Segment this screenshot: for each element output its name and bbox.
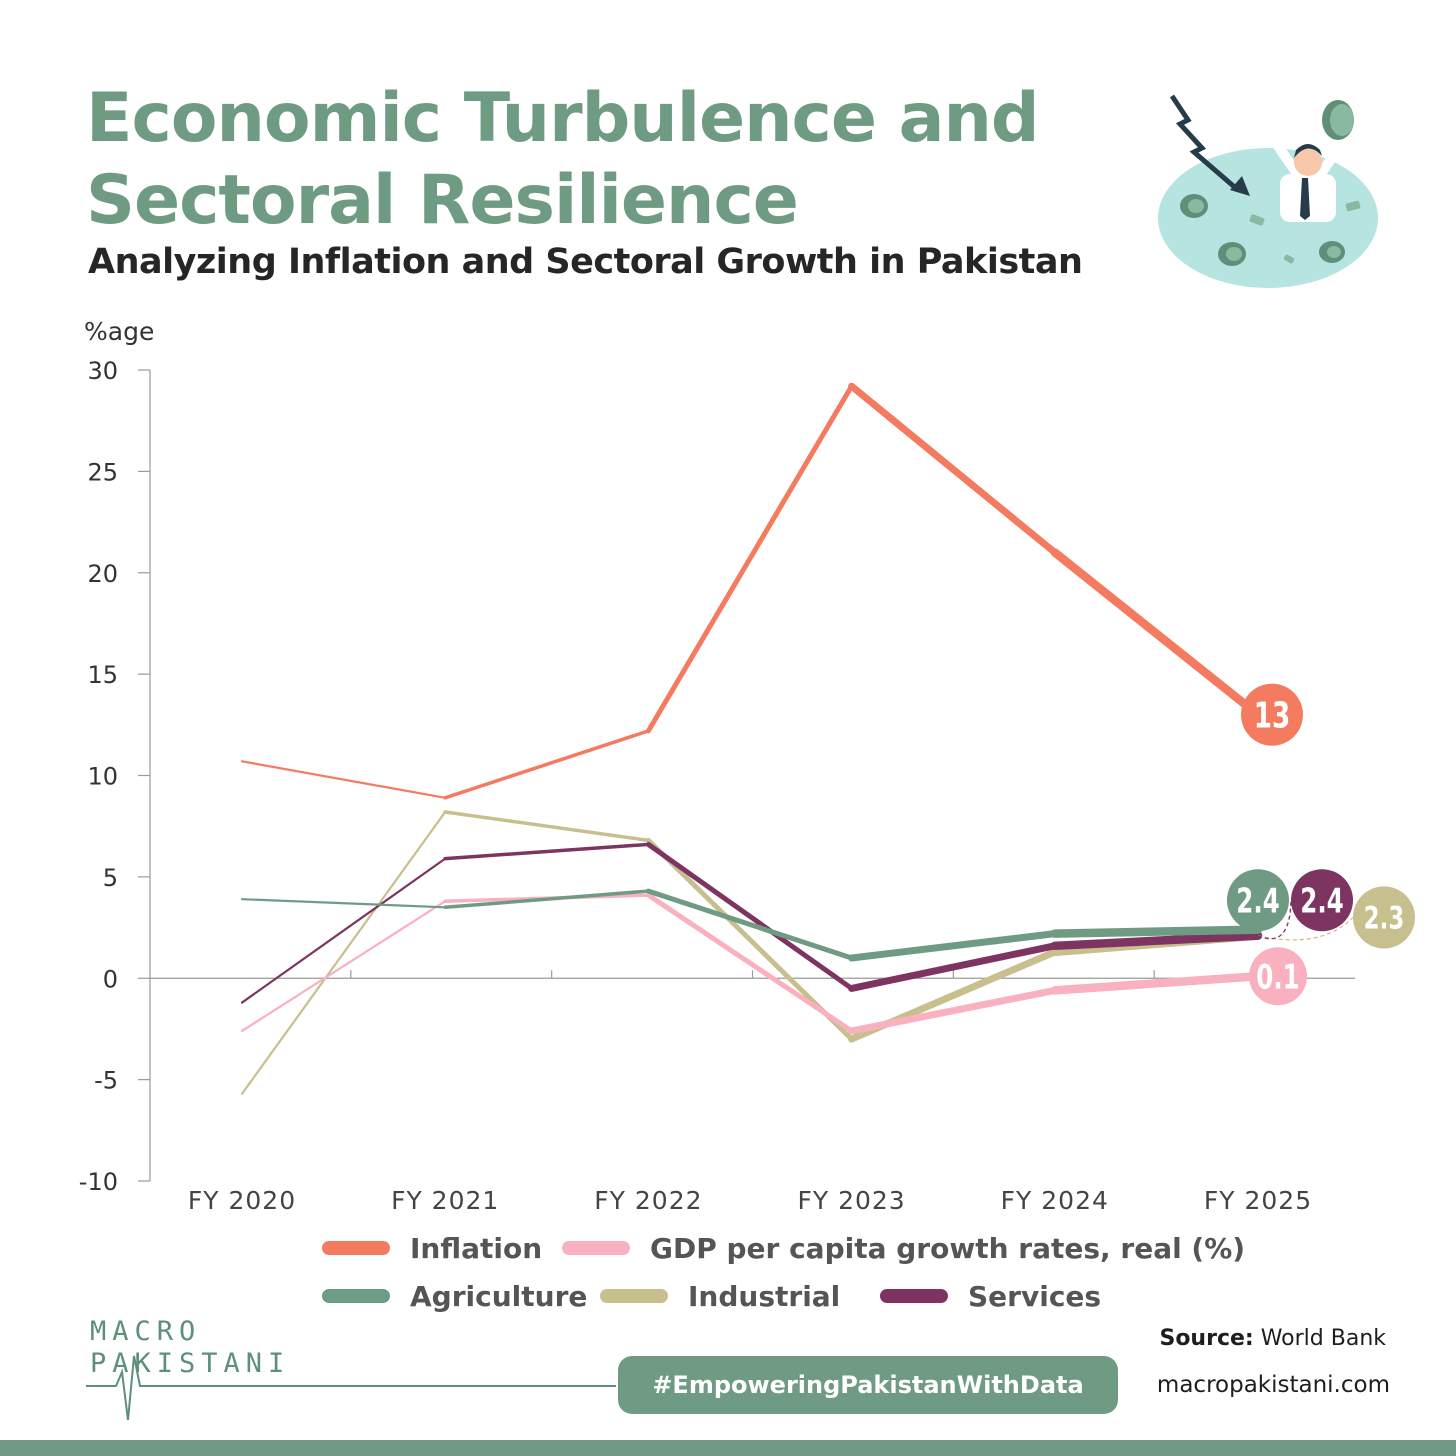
coin-icon [1218, 242, 1246, 266]
down-arrow-icon [1169, 94, 1240, 192]
series-line-inflation [240, 382, 1263, 800]
source-label: Source: [1159, 1326, 1254, 1351]
legend-swatch [600, 1289, 668, 1303]
x-tick-label: FY 2022 [594, 1186, 702, 1215]
line-segment [645, 383, 855, 734]
chart-title: Economic Turbulence and Sectoral Resilie… [86, 79, 1040, 240]
source-note: Source: World Bank [1159, 1326, 1386, 1351]
line-segment [240, 760, 447, 799]
y-tick-label: 0 [103, 965, 118, 993]
series-line-services [240, 841, 1263, 1004]
end-label-inflation: 13 [1241, 683, 1303, 746]
hashtag-badge: #EmpoweringPakistanWithData [618, 1356, 1118, 1414]
x-tick-label: FY 2025 [1204, 1186, 1312, 1215]
end-label-badge [1353, 886, 1415, 949]
water-pool-icon [1158, 148, 1378, 288]
chart-subtitle: Analyzing Inflation and Sectoral Growth … [88, 242, 1083, 282]
line-segment [645, 841, 855, 991]
x-tick-label: FY 2023 [797, 1186, 905, 1215]
legend-label: Industrial [688, 1279, 841, 1313]
bottom-bar [0, 1440, 1456, 1456]
legend-item-inflation: Inflation [322, 1228, 542, 1268]
line-segment [848, 942, 1059, 992]
legend-item-gdp-per-capita: GDP per capita growth rates, real (%) [562, 1228, 1245, 1268]
line-segment [1050, 971, 1263, 995]
line-segment [240, 810, 447, 1095]
legend-item-services: Services [880, 1276, 1101, 1316]
y-tick-label: -5 [94, 1067, 118, 1095]
end-label-services: 2.4 [1257, 869, 1353, 940]
line-segment [848, 986, 1059, 1035]
line-chart: %age -10 -5 0 5 10 15 20 25 30 FY 2020 FY 2021 FY 2… [79, 317, 1415, 1215]
end-label-gdp-per-capita-growth-rates-real: 0.1 [1249, 947, 1307, 1006]
series-line-industrial [240, 810, 1263, 1095]
illustration [1158, 94, 1378, 288]
legend-label: Services [968, 1279, 1102, 1313]
end-label-text: 2.3 [1364, 900, 1405, 937]
line-segment [645, 888, 855, 961]
legend-item-agriculture: Agriculture [322, 1276, 587, 1316]
legend-swatch [880, 1289, 948, 1303]
coin-icon [1322, 100, 1354, 140]
logo-line-1: MACRO [90, 1316, 202, 1347]
end-label-badge [1249, 947, 1307, 1006]
y-tick-label: 10 [87, 763, 118, 791]
line-segment [240, 857, 447, 1004]
legend-swatch [322, 1241, 390, 1255]
x-tick-label: FY 2021 [391, 1186, 499, 1215]
end-label-badge [1241, 683, 1303, 746]
series-line-gdp-per-capita-growth-rates-real [240, 892, 1263, 1035]
legend-item-industrial: Industrial [600, 1276, 840, 1316]
line-segment [443, 729, 651, 800]
line-segment [848, 930, 1059, 962]
y-tick-label: 25 [87, 458, 118, 486]
line-segment [645, 892, 855, 1034]
legend-label: Inflation [410, 1231, 543, 1265]
end-label-text: 13 [1254, 696, 1290, 737]
coin-icon [1319, 241, 1345, 263]
end-label-industrial: 2.3 [1257, 886, 1415, 949]
chart-legend: Inflation GDP per capita growth rates, r… [0, 1226, 1456, 1326]
leader-line [1257, 916, 1354, 941]
legend-label: GDP per capita growth rates, real (%) [650, 1231, 1246, 1265]
x-tick-label: FY 2024 [1001, 1186, 1109, 1215]
end-label-agriculture: 2.4 [1227, 869, 1289, 932]
end-label-text: 0.1 [1256, 958, 1300, 997]
legend-swatch [322, 1289, 390, 1303]
website-link[interactable]: macropakistani.com [1156, 1372, 1390, 1398]
line-segment [443, 810, 651, 843]
line-segment [848, 382, 1059, 556]
line-segment [240, 900, 447, 1033]
y-tick-label: -10 [79, 1168, 118, 1196]
businessman-icon [1273, 141, 1345, 222]
coin-icon [1180, 194, 1208, 218]
legend-swatch [562, 1241, 630, 1255]
line-segment [240, 898, 447, 909]
line-segment [1050, 931, 1263, 951]
source-value: World Bank [1260, 1326, 1386, 1351]
line-segment [443, 842, 651, 861]
line-segment [1050, 925, 1263, 938]
line-segment [1050, 548, 1263, 719]
end-label-text: 2.4 [1300, 881, 1344, 920]
x-tick-label: FY 2020 [188, 1186, 296, 1215]
line-segment [443, 889, 651, 910]
y-tick-label: 15 [87, 661, 118, 689]
y-tick-label: 20 [87, 560, 118, 588]
y-tick-label: 30 [87, 357, 118, 385]
end-label-text: 2.4 [1236, 881, 1280, 920]
macro-pakistani-logo: MACRO PAKISTANI [86, 1316, 616, 1426]
legend-label: Agriculture [410, 1279, 588, 1313]
y-tick-label: 5 [103, 864, 118, 892]
end-label-badge [1227, 869, 1289, 932]
heartbeat-line-icon [86, 1355, 616, 1421]
y-axis-label: %age [84, 317, 154, 346]
end-label-badge [1291, 869, 1353, 932]
series-line-agriculture [240, 888, 1263, 962]
